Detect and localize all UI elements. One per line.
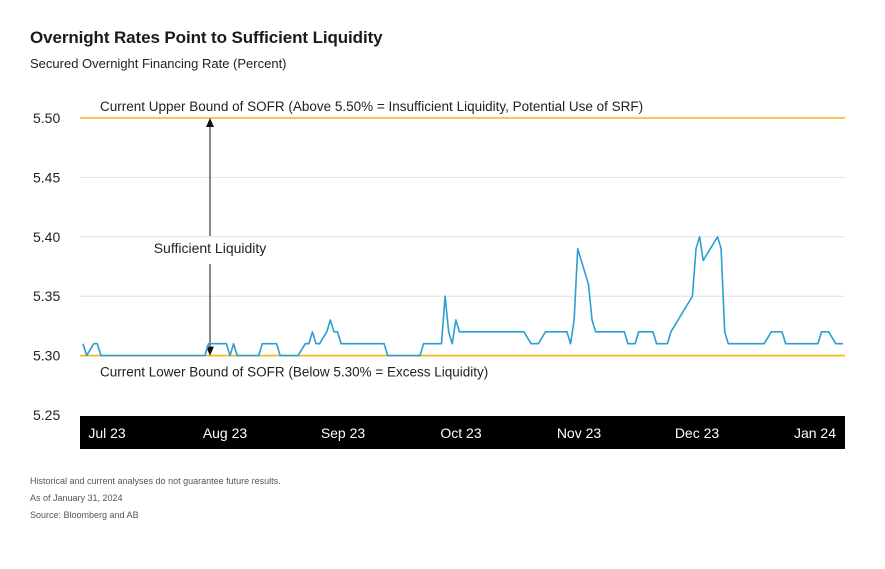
footnote-disclaimer: Historical and current analyses do not g… (30, 476, 281, 486)
x-axis-band-rect (80, 416, 845, 449)
x-tick-label: Aug 23 (203, 425, 248, 441)
series-group (82, 236, 843, 357)
y-tick-label: 5.35 (33, 288, 60, 304)
footnote-source: Source: Bloomberg and AB (30, 510, 139, 520)
sufficient-liquidity-label: Sufficient Liquidity (154, 240, 267, 256)
x-tick-label: Jan 24 (794, 425, 836, 441)
y-tick-label: 5.40 (33, 229, 60, 245)
y-tick-label: 5.30 (33, 348, 60, 364)
y-tick-label: 5.25 (33, 407, 60, 423)
footnotes: Historical and current analyses do not g… (30, 473, 281, 524)
lower-bound-label: Current Lower Bound of SOFR (Below 5.30%… (100, 365, 488, 380)
x-tick-label: Oct 23 (440, 425, 481, 441)
y-tick-label: 5.50 (33, 110, 60, 126)
x-tick-label: Nov 23 (557, 425, 602, 441)
footnote-as-of: As of January 31, 2024 (30, 493, 123, 503)
upper-bound-label: Current Upper Bound of SOFR (Above 5.50%… (100, 99, 643, 114)
x-tick-label: Sep 23 (321, 425, 366, 441)
chart-subtitle: Secured Overnight Financing Rate (Percen… (30, 56, 287, 71)
gridlines (80, 176, 845, 357)
x-tick-label: Jul 23 (88, 425, 126, 441)
chart-title: Overnight Rates Point to Sufficient Liqu… (30, 28, 383, 47)
reference-lines: Current Upper Bound of SOFR (Above 5.50%… (80, 99, 845, 380)
x-axis-band: Jul 23 Aug 23 Sep 23 Oct 23 Nov 23 Dec 23 Jan … (80, 416, 845, 449)
y-axis-ticks: 5.25 5.30 5.35 5.40 5.45 5.50 (33, 110, 60, 423)
sofr-series-line (82, 236, 843, 357)
arrow-head-up (206, 118, 214, 127)
annotation-group: Sufficient Liquidity (154, 118, 267, 356)
x-tick-label: Dec 23 (675, 425, 720, 441)
arrow-head-down (206, 346, 214, 356)
y-tick-label: 5.45 (33, 169, 60, 185)
